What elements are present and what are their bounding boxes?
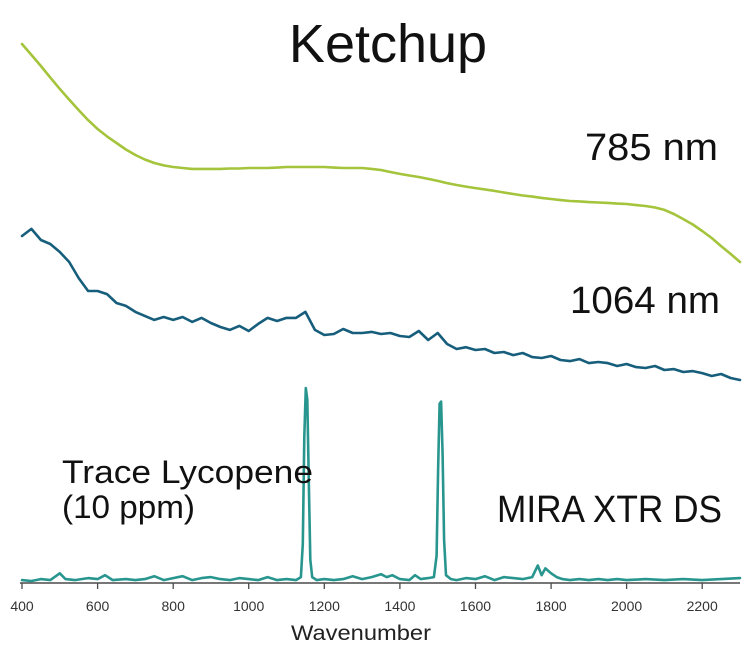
series-label-785-nm: 785 nm [585,127,718,169]
x-axis-label: Wavenumber [291,622,431,645]
x-axis: 400 600 800 1000 1200 1400 1600 1800 2000 2200 [10,582,740,614]
x-tick-label: 2000 [611,598,642,614]
series-label-mira-xtr-ds: MIRA XTR DS [497,489,722,531]
chart-title: Ketchup [289,14,487,74]
series-label-1064-nm: 1064 nm [570,280,720,322]
series-lines [20,42,742,583]
series-line-mira-xtr-ds [20,386,742,583]
series-line-1064-nm [20,227,742,382]
x-tick-label: 1600 [460,598,491,614]
x-tick-label: 1200 [309,598,340,614]
x-tick-label: 800 [162,598,186,614]
series-line-785-nm [20,42,742,264]
x-tick-label: 1800 [536,598,567,614]
x-tick-label: 600 [86,598,110,614]
annotation-trace-lycopene: Trace Lycopene [62,454,313,490]
x-tick-label: 400 [10,598,34,614]
x-tick-label: 1000 [233,598,264,614]
x-tick-label: 1400 [384,598,415,614]
x-ticks: 400 600 800 1000 1200 1400 1600 1800 2000 2200 [10,583,718,614]
x-tick-label: 2200 [687,598,718,614]
annotation-concentration: (10 ppm) [62,489,195,525]
